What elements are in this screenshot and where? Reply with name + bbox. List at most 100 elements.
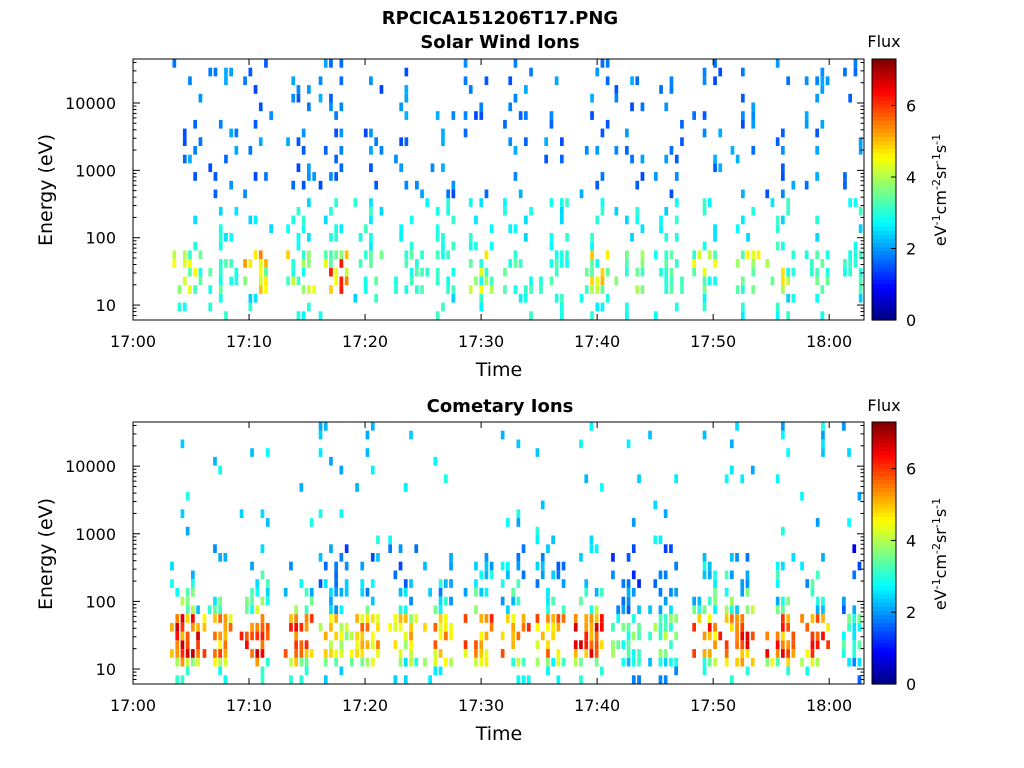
heatmap-cell <box>404 85 409 94</box>
heatmap-cell <box>403 640 408 649</box>
heatmap-cell <box>307 302 311 312</box>
heatmap-cell <box>810 267 814 277</box>
heatmap-cell <box>500 631 505 641</box>
colorbar-segment <box>872 315 896 321</box>
heatmap-cell <box>374 276 378 286</box>
heatmap-cell <box>307 198 311 207</box>
colorbar-segment <box>872 234 896 240</box>
colorbar-segment <box>872 557 896 562</box>
heatmap-cell <box>294 657 298 667</box>
colorbar-segment <box>872 585 896 591</box>
heatmap-cell <box>713 259 717 268</box>
heatmap-cell <box>339 259 344 268</box>
heatmap-cell <box>172 59 177 68</box>
heatmap-cell <box>658 605 663 615</box>
heatmap-cell <box>304 605 309 615</box>
heatmap-cell <box>745 570 750 580</box>
heatmap-cell <box>339 163 344 173</box>
heatmap-cell <box>626 553 631 562</box>
heatmap-cell <box>820 259 825 268</box>
heatmap-cell <box>804 111 809 120</box>
heatmap-cell <box>182 276 187 286</box>
heatmap-cell <box>775 474 780 484</box>
colorbar-segment <box>872 647 896 652</box>
colorbar-segment <box>872 663 896 669</box>
heatmap-cell <box>664 267 669 277</box>
colorbar-segment <box>872 258 896 264</box>
heatmap-cell <box>403 631 408 641</box>
heatmap-cell <box>781 267 785 277</box>
colorbar-segment <box>872 598 896 603</box>
heatmap-cell <box>621 640 626 649</box>
heatmap-cell <box>474 605 478 615</box>
heatmap-cell <box>579 675 583 684</box>
heatmap-cell <box>800 561 804 571</box>
heatmap-cell <box>535 640 540 649</box>
heatmap-cell <box>815 640 820 649</box>
colorbar-segment <box>872 467 896 472</box>
heatmap-cell <box>344 250 349 260</box>
x-tick-label: 17:00 <box>110 332 156 351</box>
colorbar-segment <box>872 189 896 195</box>
heatmap-cell <box>301 128 306 138</box>
heatmap-cell <box>250 448 254 457</box>
heatmap-cell <box>398 657 403 667</box>
heatmap-cell <box>535 561 540 571</box>
heatmap-cell <box>463 128 468 138</box>
heatmap-cell <box>170 622 174 632</box>
plot-frame-solar-wind-ions <box>132 58 865 321</box>
heatmap-cell <box>307 233 311 242</box>
heatmap-cell <box>815 605 820 615</box>
heatmap-cell <box>291 215 296 225</box>
heatmap-cell <box>600 128 605 138</box>
heatmap-cell <box>786 622 790 632</box>
heatmap-cell <box>616 640 620 649</box>
heatmap-cell <box>518 259 523 268</box>
heatmap-cell <box>707 657 712 667</box>
heatmap-cell <box>188 76 192 86</box>
heatmap-cell <box>484 267 489 277</box>
colorbar-segment <box>872 95 896 101</box>
heatmap-cell <box>549 276 554 286</box>
heatmap-cell <box>626 579 631 588</box>
colorbar-segment <box>872 112 896 117</box>
heatmap-cell <box>393 570 398 580</box>
colorbar-segment <box>872 487 896 493</box>
heatmap-cell <box>513 224 518 233</box>
heatmap-cell <box>786 640 790 649</box>
heatmap-cell <box>521 622 526 632</box>
heatmap-cell <box>451 285 456 294</box>
heatmap-cell <box>821 448 825 457</box>
heatmap-cell <box>365 657 370 667</box>
heatmap-cell <box>549 111 554 120</box>
heatmap-cell <box>842 631 846 641</box>
heatmap-cell <box>713 657 717 667</box>
heatmap-cell <box>286 224 290 233</box>
heatmap-cell <box>218 631 222 641</box>
heatmap-cell <box>852 570 857 580</box>
heatmap-cell <box>474 241 478 251</box>
heatmap-cell <box>229 128 233 138</box>
heatmap-cell <box>376 622 380 632</box>
heatmap-cell <box>611 570 615 580</box>
heatmap-cell <box>640 259 645 268</box>
heatmap-cell <box>503 267 507 277</box>
heatmap-cell <box>730 614 734 623</box>
heatmap-cell <box>786 649 790 658</box>
heatmap-cell <box>350 631 354 641</box>
colorbar-segment <box>872 516 896 521</box>
heatmap-cell <box>750 657 755 667</box>
heatmap-cell <box>291 180 296 190</box>
heatmap-cell <box>556 561 561 571</box>
heatmap-cell <box>810 649 815 658</box>
heatmap-cell <box>815 233 819 242</box>
heatmap-cell <box>339 146 344 155</box>
heatmap-cell <box>680 137 684 146</box>
heatmap-cell <box>631 631 636 641</box>
heatmap-cell <box>781 649 785 658</box>
heatmap-cell <box>198 137 203 146</box>
heatmap-cell <box>713 154 717 164</box>
heatmap-cell <box>707 631 712 641</box>
heatmap-cell <box>751 111 756 120</box>
heatmap-cell <box>264 259 268 268</box>
